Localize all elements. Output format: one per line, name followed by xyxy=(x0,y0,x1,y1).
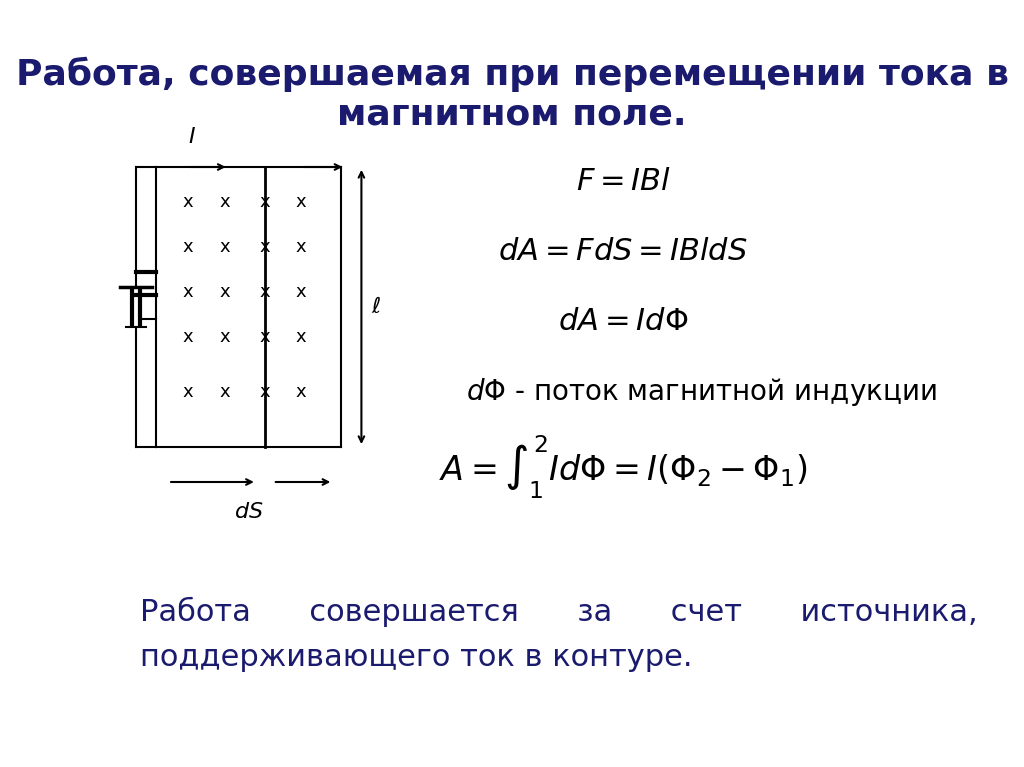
Text: x: x xyxy=(183,383,194,401)
Text: x: x xyxy=(296,328,306,346)
Text: Работа      совершается      за      счет      источника,: Работа совершается за счет источника, xyxy=(140,597,978,627)
Text: $d\Phi$ - поток магнитной индукции: $d\Phi$ - поток магнитной индукции xyxy=(466,376,937,408)
Text: x: x xyxy=(219,238,229,256)
Text: x: x xyxy=(219,283,229,301)
Text: $dA = Id\Phi$: $dA = Id\Phi$ xyxy=(558,308,688,337)
Text: x: x xyxy=(183,193,194,211)
Text: x: x xyxy=(259,193,270,211)
Text: x: x xyxy=(259,238,270,256)
Text: x: x xyxy=(259,328,270,346)
Text: x: x xyxy=(259,283,270,301)
Text: x: x xyxy=(296,193,306,211)
Text: x: x xyxy=(219,383,229,401)
Text: x: x xyxy=(183,283,194,301)
Text: x: x xyxy=(183,328,194,346)
Text: x: x xyxy=(259,383,270,401)
Text: Работа, совершаемая при перемещении тока в
магнитном поле.: Работа, совершаемая при перемещении тока… xyxy=(15,57,1009,132)
Text: x: x xyxy=(219,328,229,346)
Text: x: x xyxy=(296,283,306,301)
Text: $\ell$: $\ell$ xyxy=(371,297,381,317)
Text: поддерживающего ток в контуре.: поддерживающего ток в контуре. xyxy=(140,643,692,671)
Text: $dS$: $dS$ xyxy=(233,502,263,522)
Text: x: x xyxy=(183,238,194,256)
Text: $I$: $I$ xyxy=(188,127,197,147)
Text: $A = \int_{1}^{2} Id\Phi = I(\Phi_2 - \Phi_1)$: $A = \int_{1}^{2} Id\Phi = I(\Phi_2 - \P… xyxy=(439,433,807,501)
Text: $F = IBl$: $F = IBl$ xyxy=(575,167,671,196)
Text: x: x xyxy=(219,193,229,211)
Text: $dA = FdS = IBldS$: $dA = FdS = IBldS$ xyxy=(499,238,748,266)
Text: x: x xyxy=(296,238,306,256)
Text: x: x xyxy=(296,383,306,401)
